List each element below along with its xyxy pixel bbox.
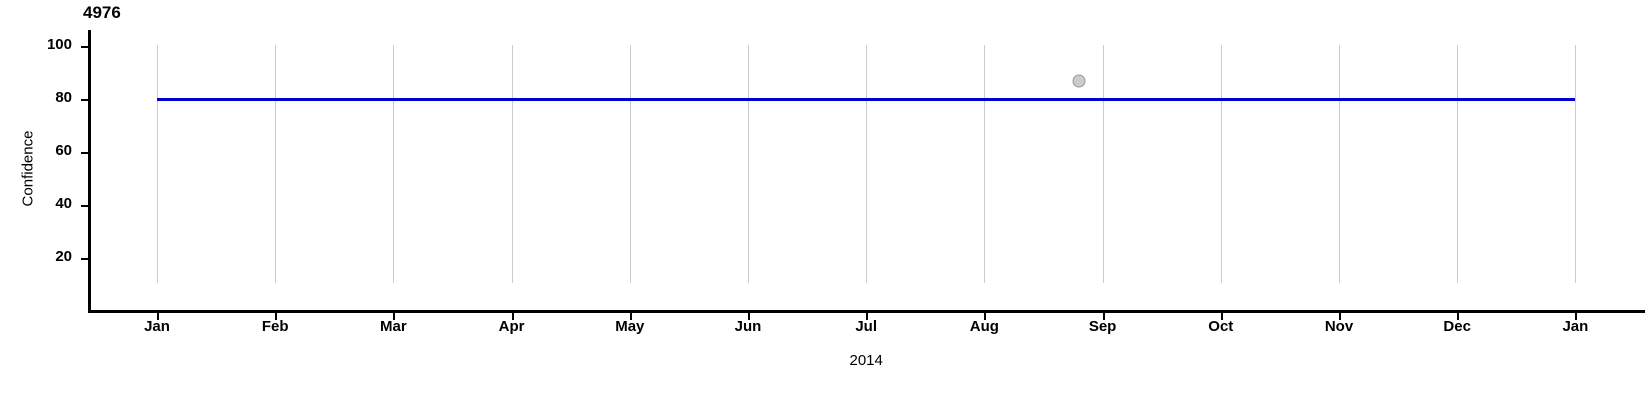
x-axis-line: [88, 310, 1645, 313]
chart-title: 4976: [83, 3, 121, 22]
x-tick-mark: [748, 312, 750, 320]
x-tick-mark: [984, 312, 987, 320]
y-tick-mark: [81, 152, 89, 155]
x-tick-label: Jul: [855, 318, 878, 335]
gridline: [984, 45, 986, 283]
x-tick-mark: [1220, 312, 1223, 320]
gridline: [1575, 45, 1577, 283]
y-tick-mark: [81, 258, 89, 261]
series-line-confidence: [157, 98, 1576, 102]
x-tick-mark: [157, 312, 159, 320]
x-tick-mark: [511, 312, 514, 320]
y-tick-mark: [81, 46, 89, 48]
y-tick-mark: [81, 99, 89, 102]
x-tick-label: Jan: [1562, 318, 1589, 335]
x-tick-label: Jun: [734, 318, 762, 335]
gridline: [1457, 45, 1459, 283]
y-tick-mark: [81, 205, 89, 208]
gridline: [629, 45, 631, 283]
gridline: [866, 45, 868, 283]
y-tick-label: 40: [55, 195, 72, 213]
x-tick-mark: [275, 312, 278, 320]
gridline: [1102, 45, 1104, 283]
y-tick-label: 80: [55, 89, 72, 107]
x-tick-mark: [866, 312, 869, 320]
x-tick-mark: [393, 312, 396, 320]
gridline: [157, 45, 158, 283]
x-tick-mark: [1339, 312, 1341, 320]
x-tick-label: Sep: [1088, 318, 1117, 335]
x-tick-label: Oct: [1208, 318, 1234, 335]
y-tick-label: 60: [55, 142, 72, 160]
gridline: [511, 45, 513, 283]
x-tick-label: Nov: [1324, 318, 1354, 335]
gridline: [748, 45, 749, 283]
x-tick-mark: [1575, 312, 1578, 320]
x-axis-title: 2014: [849, 352, 883, 369]
x-tick-label: Aug: [969, 318, 999, 335]
x-tick-label: Jan: [144, 318, 170, 335]
y-axis-line: [88, 30, 91, 312]
gridline: [393, 45, 395, 283]
gridline: [1339, 45, 1340, 283]
gridline: [275, 45, 277, 283]
y-tick-label: 100: [46, 36, 72, 53]
x-tick-mark: [1102, 312, 1105, 320]
data-point-marker[interactable]: [1072, 74, 1086, 87]
x-tick-label: Apr: [498, 318, 525, 335]
x-tick-label: Dec: [1443, 318, 1471, 335]
x-tick-mark: [1457, 312, 1460, 320]
x-tick-mark: [629, 312, 632, 320]
x-tick-label: May: [615, 318, 645, 335]
x-tick-label: Mar: [380, 318, 407, 335]
y-tick-label: 20: [55, 248, 72, 266]
x-tick-label: Feb: [261, 318, 289, 335]
y-axis-title: Confidence: [19, 130, 37, 207]
gridline: [1220, 45, 1222, 283]
